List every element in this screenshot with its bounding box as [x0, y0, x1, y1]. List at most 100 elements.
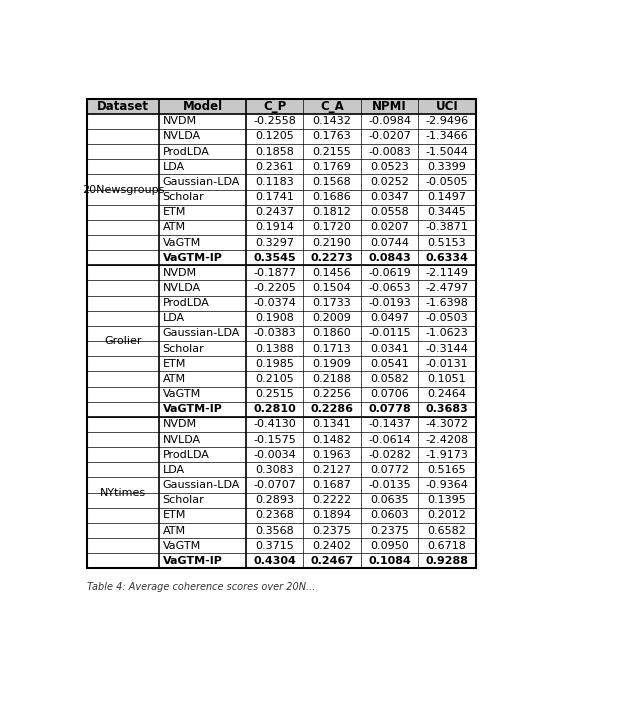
Text: Grolier: Grolier	[104, 336, 142, 346]
Text: 0.1908: 0.1908	[255, 314, 294, 324]
Text: 0.1341: 0.1341	[313, 419, 352, 430]
Text: 0.1497: 0.1497	[428, 192, 467, 202]
Text: -2.4797: -2.4797	[425, 283, 468, 293]
Text: 0.3568: 0.3568	[255, 525, 294, 535]
Text: 0.0341: 0.0341	[370, 343, 409, 354]
Text: -0.1575: -0.1575	[253, 435, 296, 445]
Text: 0.1909: 0.1909	[313, 359, 352, 369]
Text: 0.2893: 0.2893	[255, 495, 294, 506]
Text: VaGTM-IP: VaGTM-IP	[163, 404, 222, 414]
Text: 0.2009: 0.2009	[313, 314, 352, 324]
Text: 0.2286: 0.2286	[311, 404, 354, 414]
Text: Gaussian-LDA: Gaussian-LDA	[163, 480, 240, 490]
Text: ATM: ATM	[163, 374, 186, 384]
Text: 0.0523: 0.0523	[370, 162, 409, 172]
Text: ETM: ETM	[163, 510, 186, 520]
Text: -0.3144: -0.3144	[426, 343, 468, 354]
Text: 0.1205: 0.1205	[255, 132, 294, 142]
Text: -0.0193: -0.0193	[368, 298, 411, 308]
Text: ATM: ATM	[163, 222, 186, 232]
Text: -0.0619: -0.0619	[368, 268, 411, 278]
Text: -0.0135: -0.0135	[368, 480, 411, 490]
Text: 0.2190: 0.2190	[313, 238, 352, 248]
Text: Table 4: Average coherence scores over 20N...: Table 4: Average coherence scores over 2…	[87, 582, 316, 592]
Text: 0.3083: 0.3083	[255, 465, 294, 475]
Text: -0.0707: -0.0707	[253, 480, 296, 490]
Text: NVLDA: NVLDA	[163, 132, 201, 142]
Text: -0.2205: -0.2205	[253, 283, 296, 293]
Text: 0.1733: 0.1733	[313, 298, 352, 308]
Text: UCI: UCI	[436, 100, 458, 113]
Text: 0.6334: 0.6334	[426, 253, 468, 263]
Text: 0.0347: 0.0347	[370, 192, 409, 202]
Text: NVDM: NVDM	[163, 268, 197, 278]
Text: Model: Model	[183, 100, 223, 113]
Text: -0.4130: -0.4130	[253, 419, 296, 430]
Text: -2.9496: -2.9496	[425, 116, 468, 126]
Text: -0.0505: -0.0505	[426, 177, 468, 187]
Text: -0.0614: -0.0614	[368, 435, 411, 445]
Text: -0.0034: -0.0034	[253, 450, 296, 459]
Text: 0.2105: 0.2105	[255, 374, 294, 384]
Text: ETM: ETM	[163, 207, 186, 217]
Text: 0.0541: 0.0541	[370, 359, 409, 369]
Text: VaGTM: VaGTM	[163, 238, 201, 248]
Text: LDA: LDA	[163, 162, 185, 172]
Text: -0.0207: -0.0207	[368, 132, 411, 142]
Text: ProdLDA: ProdLDA	[163, 450, 210, 459]
Text: NVLDA: NVLDA	[163, 435, 201, 445]
Text: 0.2273: 0.2273	[311, 253, 354, 263]
Text: 0.4304: 0.4304	[253, 556, 296, 566]
Text: 0.3683: 0.3683	[426, 404, 468, 414]
Text: 0.1914: 0.1914	[255, 222, 294, 232]
Text: -0.0503: -0.0503	[426, 314, 468, 324]
Text: 0.2361: 0.2361	[255, 162, 294, 172]
Text: 0.5153: 0.5153	[428, 238, 466, 248]
Text: 0.1720: 0.1720	[313, 222, 352, 232]
Text: Gaussian-LDA: Gaussian-LDA	[163, 177, 240, 187]
Text: 0.0772: 0.0772	[370, 465, 409, 475]
Text: Scholar: Scholar	[163, 495, 205, 506]
Text: -1.6398: -1.6398	[426, 298, 468, 308]
Text: ProdLDA: ProdLDA	[163, 147, 210, 156]
Text: 0.0603: 0.0603	[370, 510, 409, 520]
Text: 0.1686: 0.1686	[313, 192, 352, 202]
Text: -0.0383: -0.0383	[253, 329, 296, 338]
Text: 0.5165: 0.5165	[428, 465, 466, 475]
Text: Scholar: Scholar	[163, 343, 205, 354]
Text: 0.2437: 0.2437	[255, 207, 294, 217]
Text: -1.9173: -1.9173	[426, 450, 468, 459]
Text: -0.0115: -0.0115	[368, 329, 411, 338]
Text: 0.2127: 0.2127	[313, 465, 352, 475]
Text: 0.1741: 0.1741	[255, 192, 294, 202]
Text: 0.1084: 0.1084	[368, 556, 411, 566]
Text: 0.0558: 0.0558	[370, 207, 409, 217]
Text: NYtimes: NYtimes	[100, 488, 146, 498]
Text: 0.1860: 0.1860	[313, 329, 352, 338]
Text: Scholar: Scholar	[163, 192, 205, 202]
Text: -1.5044: -1.5044	[426, 147, 468, 156]
Text: VaGTM: VaGTM	[163, 389, 201, 399]
Bar	[87, 98, 475, 114]
Text: -0.0984: -0.0984	[368, 116, 411, 126]
Text: 0.1858: 0.1858	[255, 147, 294, 156]
Text: -0.9364: -0.9364	[426, 480, 468, 490]
Text: C_P: C_P	[263, 100, 286, 113]
Text: 0.0843: 0.0843	[368, 253, 411, 263]
Text: -0.0653: -0.0653	[368, 283, 411, 293]
Text: -0.0131: -0.0131	[426, 359, 468, 369]
Text: 0.0252: 0.0252	[370, 177, 409, 187]
Text: -0.3871: -0.3871	[426, 222, 468, 232]
Text: 0.1568: 0.1568	[313, 177, 352, 187]
Text: Gaussian-LDA: Gaussian-LDA	[163, 329, 240, 338]
Text: C_A: C_A	[320, 100, 344, 113]
Text: 0.0497: 0.0497	[370, 314, 409, 324]
Text: 0.6718: 0.6718	[428, 541, 467, 551]
Text: -2.4208: -2.4208	[425, 435, 468, 445]
Text: -0.2558: -0.2558	[253, 116, 296, 126]
Text: -0.0374: -0.0374	[253, 298, 296, 308]
Text: 0.2012: 0.2012	[428, 510, 467, 520]
Text: 0.1812: 0.1812	[313, 207, 352, 217]
Text: 0.2375: 0.2375	[370, 525, 409, 535]
Text: 0.0582: 0.0582	[370, 374, 409, 384]
